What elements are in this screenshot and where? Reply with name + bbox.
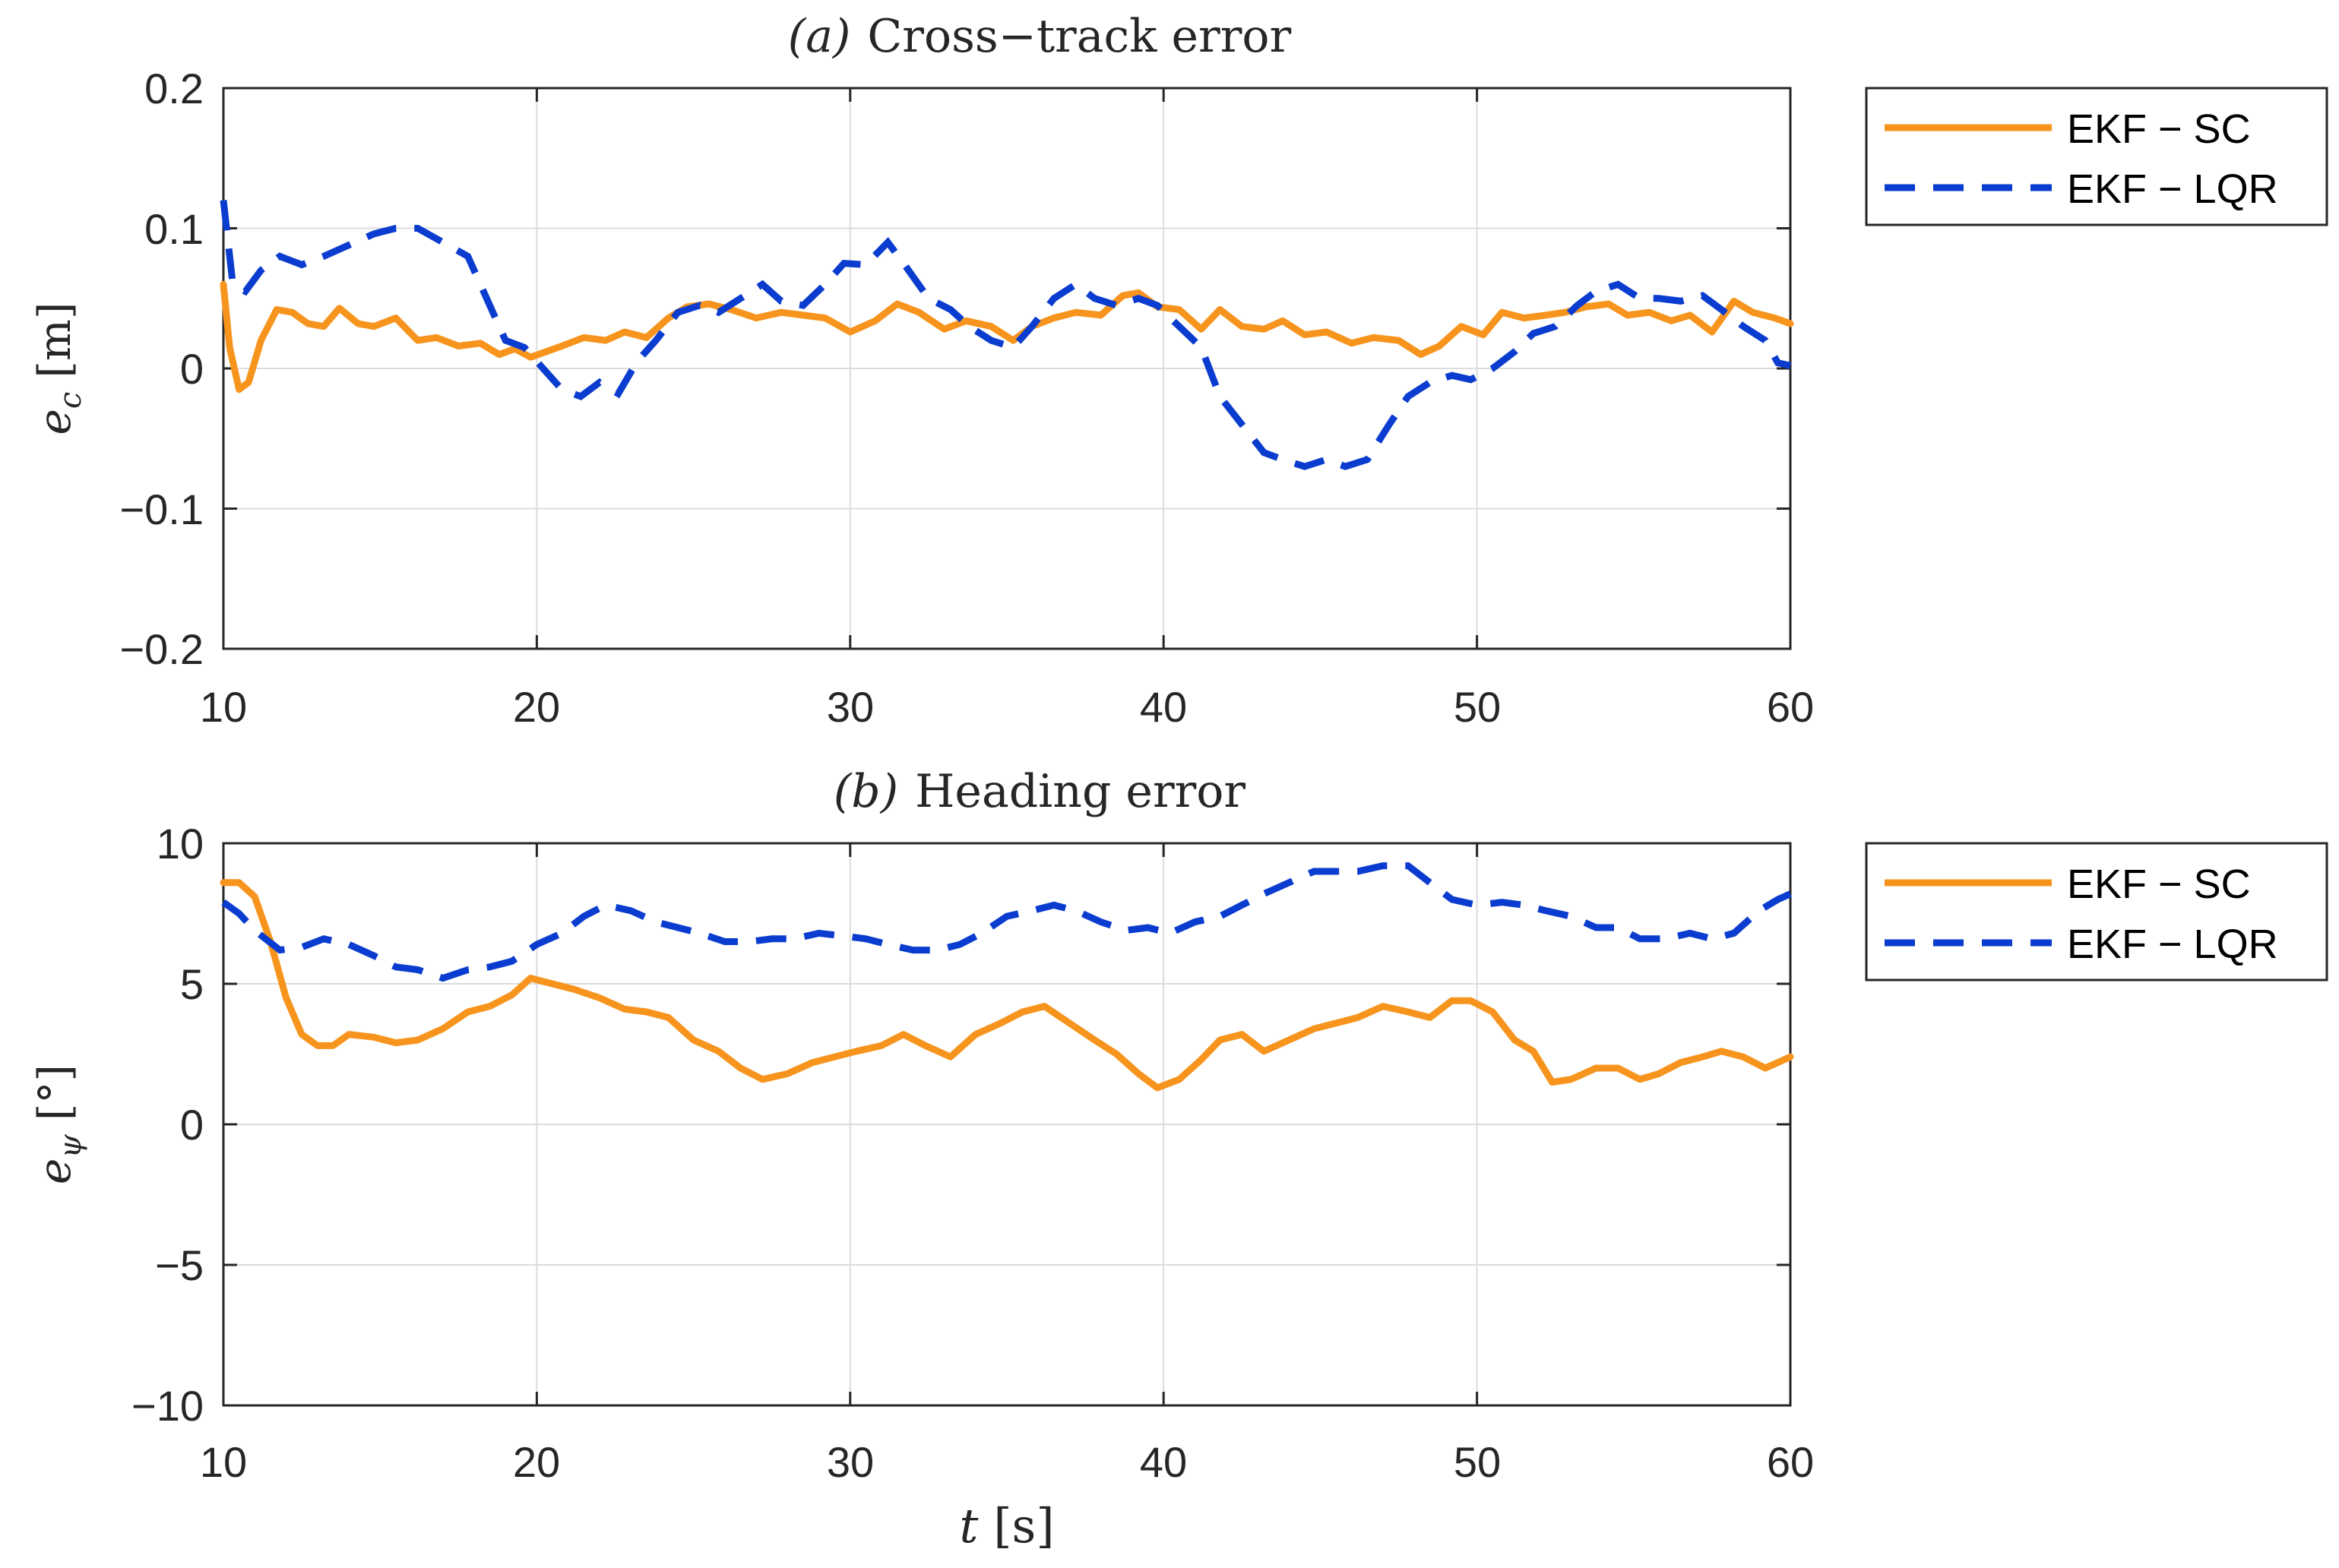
panel-b-title-label: (b) xyxy=(834,765,898,818)
y-tick-label: −10 xyxy=(131,1382,204,1430)
x-tick-label: 40 xyxy=(1140,683,1187,731)
x-tick-label: 10 xyxy=(200,1438,247,1486)
panel-a-series-ekf-sc xyxy=(220,280,1794,394)
panel-b-y-axis-label: eψ [°] xyxy=(29,1064,88,1184)
x-tick-label: 10 xyxy=(200,683,247,731)
panel-a-title-text: Cross−track error xyxy=(867,10,1291,63)
x-tick-label: 20 xyxy=(513,1438,560,1486)
y-tick-label: 0.2 xyxy=(144,65,204,112)
panel-a-legend-box xyxy=(1865,87,2328,226)
x-tick-label: 30 xyxy=(827,1438,874,1486)
panel-a-y-axis-label: ec [m] xyxy=(29,302,88,435)
panel-b-axis-ticks xyxy=(222,842,1792,1407)
panel-a-ylabel-symbol: e xyxy=(29,409,81,435)
panel-a-series-ekf-lqr xyxy=(220,200,1791,470)
panel-a-legend: EKF − SC EKF − LQR xyxy=(1865,87,2328,226)
panel-b-grid xyxy=(223,843,1790,1405)
panel-b-x-tick-labels: 10 20 30 40 50 60 xyxy=(200,1438,1814,1486)
panel-b-ylabel-symbol: e xyxy=(29,1159,81,1184)
panel-b-xlabel-symbol: t xyxy=(959,1498,978,1554)
x-tick-label: 60 xyxy=(1767,683,1814,731)
panel-b-x-axis-label: t [s] xyxy=(959,1498,1054,1554)
x-tick-label: 50 xyxy=(1454,1438,1501,1486)
x-tick-label: 40 xyxy=(1140,1438,1187,1486)
y-tick-label: 5 xyxy=(180,960,204,1008)
y-tick-label: 0.1 xyxy=(144,205,204,253)
panel-b-xlabel-unit: [s] xyxy=(993,1498,1054,1554)
panel-a-ylabel-unit: [m] xyxy=(29,302,81,378)
panel-b-series-ekf-sc xyxy=(220,879,1794,1092)
panel-a-title-label: (a) xyxy=(788,10,851,63)
x-tick-label: 30 xyxy=(827,683,874,731)
legend-label-ekf-sc: EKF − SC xyxy=(2067,861,2251,907)
y-tick-label: −0.2 xyxy=(119,625,204,673)
panel-a-ylabel-sub: c xyxy=(53,392,88,409)
panel-a-title: (a) Cross−track error xyxy=(788,10,1292,63)
panel-a-grid xyxy=(223,88,1790,649)
y-tick-label: −5 xyxy=(155,1241,204,1289)
legend-label-ekf-lqr: EKF − LQR xyxy=(2067,166,2278,212)
panel-b-y-tick-labels: 10 5 0 −5 −10 xyxy=(131,820,204,1430)
y-tick-label: −0.1 xyxy=(119,485,204,533)
panel-a-axis-ticks xyxy=(222,87,1792,650)
panel-b-ylabel-sub: ψ xyxy=(53,1134,88,1159)
y-tick-label: 10 xyxy=(157,820,204,868)
panel-b-title-text: Heading error xyxy=(915,765,1245,818)
legend-label-ekf-lqr: EKF − LQR xyxy=(2067,922,2278,967)
panel-b-series-ekf-lqr xyxy=(221,862,1792,982)
x-tick-label: 20 xyxy=(513,683,560,731)
y-tick-label: 0 xyxy=(180,1101,204,1149)
legend-label-ekf-sc: EKF − SC xyxy=(2067,106,2251,152)
panel-a-x-tick-labels: 10 20 30 40 50 60 xyxy=(200,683,1814,731)
panel-b: (b) Heading error 10 5 0 −5 −10 10 20 30 … xyxy=(29,765,2328,1554)
panel-a: (a) Cross−track error 0.2 0.1 0 −0.1 −0.2… xyxy=(29,10,2328,731)
panel-b-legend: EKF − SC EKF − LQR xyxy=(1865,842,2328,982)
panel-a-y-tick-labels: 0.2 0.1 0 −0.1 −0.2 xyxy=(119,65,204,673)
x-tick-label: 50 xyxy=(1454,683,1501,731)
panel-b-ylabel-unit: [°] xyxy=(29,1064,81,1121)
panel-b-legend-box xyxy=(1865,842,2328,982)
x-tick-label: 60 xyxy=(1767,1438,1814,1486)
y-tick-label: 0 xyxy=(180,345,204,393)
panel-b-title: (b) Heading error xyxy=(834,765,1246,818)
